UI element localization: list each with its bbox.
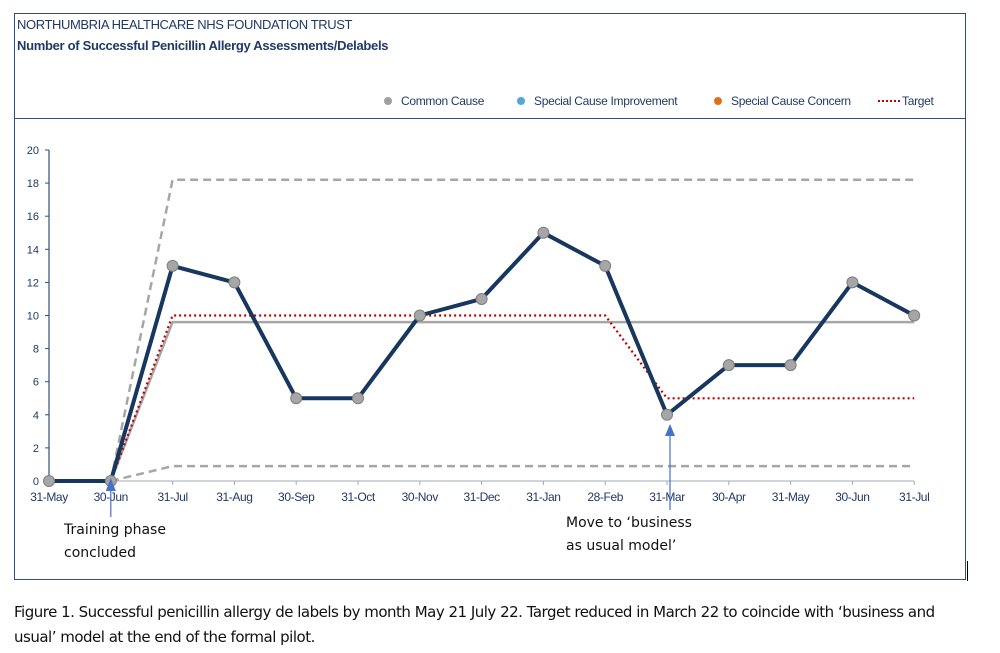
legend-item-special-cause-improvement: Special Cause Improvement bbox=[517, 94, 678, 108]
target-line-icon bbox=[878, 100, 900, 102]
data-point-marker bbox=[908, 309, 921, 322]
arrow-head-icon bbox=[105, 478, 116, 491]
data-point-marker bbox=[43, 475, 55, 487]
x-tick-label: 30-Nov bbox=[402, 490, 439, 504]
legend-label: Target bbox=[902, 94, 934, 108]
annotation-training: Training phase concluded bbox=[64, 519, 166, 565]
x-tick-label: 31-Dec bbox=[463, 490, 500, 504]
x-tick-label: 30-Jun bbox=[835, 490, 869, 504]
data-point-marker bbox=[599, 259, 612, 272]
y-tick-label: 20 bbox=[27, 145, 39, 157]
x-tick-label: 30-Sep bbox=[278, 490, 315, 504]
x-tick-label: 31-May bbox=[30, 490, 68, 504]
common-cause-dot-icon bbox=[384, 97, 392, 105]
data-point-marker bbox=[784, 359, 797, 372]
chart-header bbox=[14, 13, 966, 119]
x-tick-label: 31-May bbox=[772, 490, 810, 504]
improvement-dot-icon bbox=[517, 97, 525, 105]
lower-control-limit-line bbox=[110, 464, 915, 483]
x-tick-label: 31-Jan bbox=[526, 490, 560, 504]
legend-label: Special Cause Concern bbox=[731, 94, 851, 108]
annotation-line: concluded bbox=[64, 545, 136, 561]
y-tick-label: 16 bbox=[27, 211, 39, 223]
x-tick-label: 31-Oct bbox=[341, 490, 376, 504]
y-tick-label: 18 bbox=[27, 178, 39, 190]
data-point-marker bbox=[722, 359, 735, 372]
y-tick-label: 14 bbox=[27, 244, 39, 256]
org-title: NORTHUMBRIA HEALTHCARE NHS FOUNDATION TR… bbox=[17, 17, 353, 32]
legend-label: Common Cause bbox=[401, 94, 485, 108]
x-tick-label: 31-Mar bbox=[649, 490, 685, 504]
x-tick-label: 31-Jul bbox=[899, 490, 929, 504]
delabels-series-line bbox=[49, 230, 916, 483]
y-tick-label: 4 bbox=[33, 410, 39, 422]
y-tick-label: 6 bbox=[33, 377, 39, 389]
x-tick-label: 30-Apr bbox=[712, 490, 746, 504]
y-tick-label: 0 bbox=[33, 476, 39, 488]
chart-frame bbox=[14, 13, 966, 580]
data-point-marker bbox=[290, 392, 303, 405]
data-point-marker bbox=[846, 276, 859, 289]
data-point-marker bbox=[413, 309, 426, 322]
target-line bbox=[49, 314, 915, 483]
text-cursor bbox=[967, 561, 968, 581]
data-point-marker bbox=[166, 259, 179, 272]
concern-dot-icon bbox=[714, 97, 722, 105]
data-point-marker bbox=[661, 408, 673, 421]
data-point-marker bbox=[537, 226, 550, 239]
x-tick-label: 28-Feb bbox=[587, 490, 623, 504]
annotation-line: Training phase bbox=[64, 522, 166, 538]
y-tick-label: 12 bbox=[27, 277, 39, 289]
annotation-line: as usual model’ bbox=[566, 538, 677, 554]
legend-item-special-cause-concern: Special Cause Concern bbox=[714, 94, 851, 108]
chart-title: Number of Successful Penicillin Allergy … bbox=[17, 38, 389, 53]
data-point-marker bbox=[475, 292, 488, 305]
legend-item-common-cause: Common Cause bbox=[384, 94, 484, 108]
x-tick-label: 31-Jul bbox=[157, 490, 187, 504]
data-point-marker bbox=[228, 276, 241, 289]
mean-line bbox=[49, 320, 915, 483]
legend-item-target: Target bbox=[878, 94, 934, 108]
figure-caption: Figure 1. Successful penicillin allergy … bbox=[14, 603, 935, 646]
arrow-head-icon bbox=[665, 424, 675, 436]
y-tick-label: 10 bbox=[27, 311, 39, 323]
upper-control-limit-line bbox=[109, 178, 915, 482]
data-point-marker bbox=[352, 392, 364, 405]
legend-label: Special Cause Improvement bbox=[534, 94, 678, 108]
y-tick-label: 8 bbox=[33, 344, 39, 356]
annotation-line: Move to ‘business bbox=[566, 515, 692, 531]
x-tick-label: 31-Aug bbox=[216, 490, 252, 504]
y-tick-label: 2 bbox=[33, 443, 39, 455]
annotation-bau: Move to ‘business as usual model’ bbox=[566, 512, 692, 558]
